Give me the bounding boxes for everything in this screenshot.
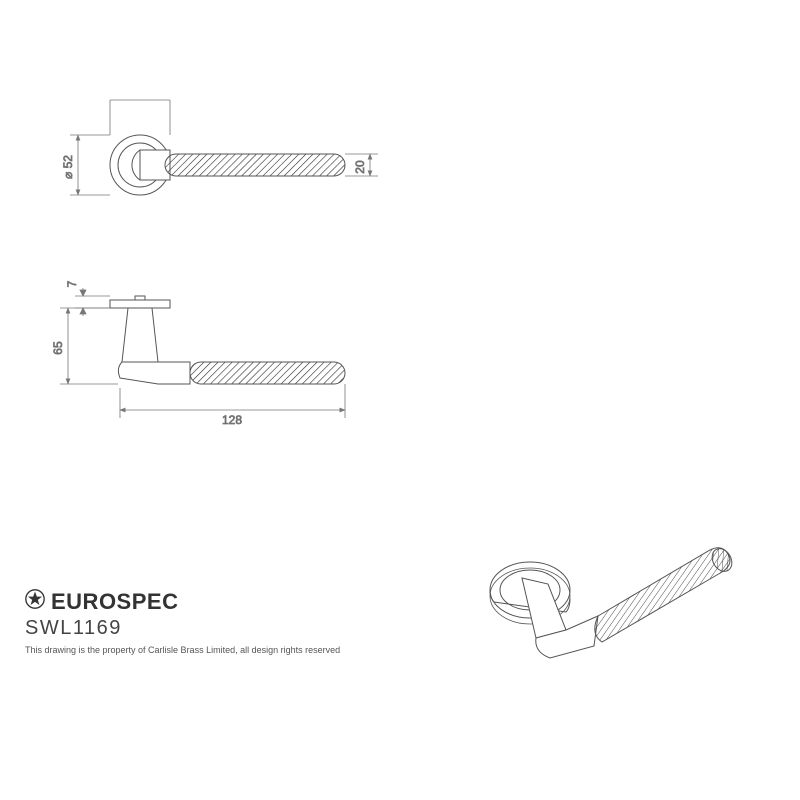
side-view	[110, 296, 345, 384]
dim-rose-dia: ⌀ 52	[61, 155, 75, 179]
copyright-line: This drawing is the property of Carlisle…	[25, 645, 340, 655]
technical-drawing: ⌀ 52 20 7	[0, 0, 800, 800]
side-view-dimensions: 7 65 128	[51, 280, 345, 427]
dim-plate-thk: 7	[65, 280, 79, 287]
brand-block: EUROSPEC	[25, 589, 178, 615]
part-number: SWL1169	[25, 617, 122, 640]
dim-grip-dia: 20	[353, 160, 367, 174]
dim-lever-len: 128	[222, 413, 242, 427]
brand-name: EUROSPEC	[51, 589, 178, 615]
perspective-view	[490, 545, 736, 658]
star-icon	[25, 592, 45, 612]
top-view	[110, 135, 345, 195]
dim-projection: 65	[51, 341, 65, 355]
top-view-dimensions: ⌀ 52 20	[61, 100, 378, 195]
